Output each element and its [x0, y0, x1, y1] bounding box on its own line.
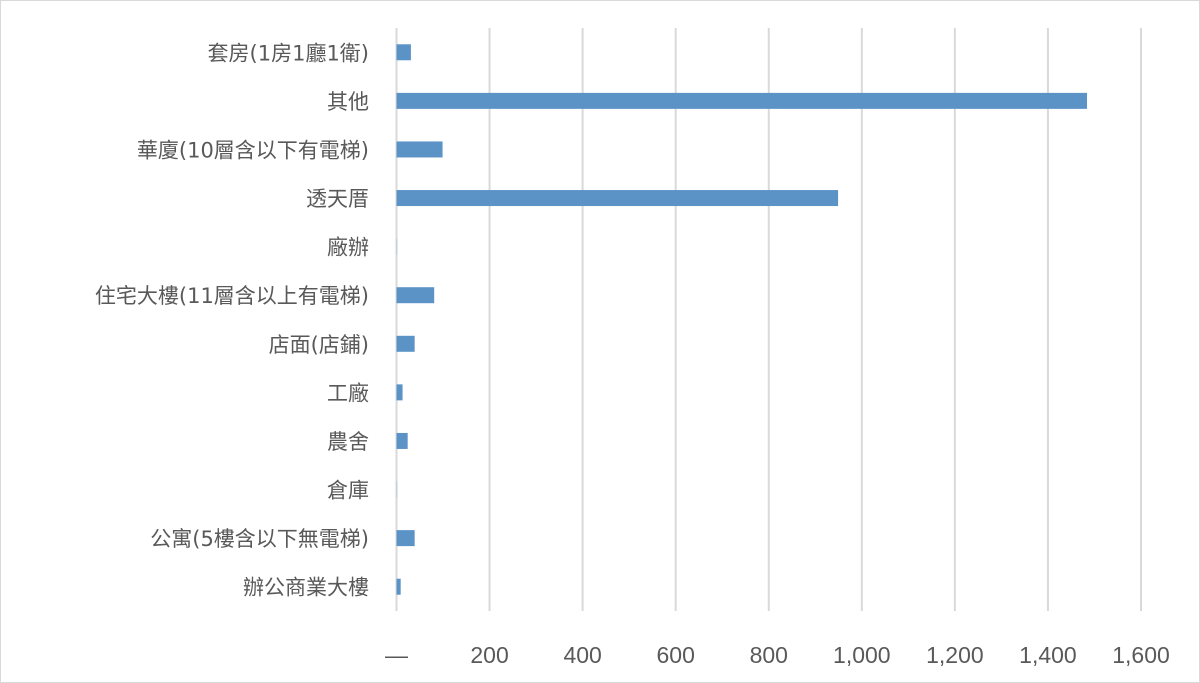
category-label: 住宅大樓(11層含以上有電梯)	[95, 284, 369, 308]
x-tick-label: 600	[657, 642, 695, 668]
category-label: 其他	[327, 90, 369, 114]
category-label: 農舍	[327, 430, 369, 454]
bar	[396, 481, 398, 498]
x-tick-label: 800	[750, 642, 788, 668]
bar	[396, 190, 839, 207]
x-tick-label: 1,400	[1019, 642, 1077, 668]
bar	[396, 432, 408, 449]
category-label: 廠辦	[327, 236, 369, 260]
bar	[396, 238, 398, 255]
bar	[396, 92, 1088, 109]
bar	[396, 384, 403, 401]
bar	[396, 335, 415, 352]
category-label: 套房(1房1廳1衛)	[208, 41, 369, 65]
x-tick-label: 200	[470, 642, 508, 668]
category-label: 倉庫	[327, 479, 369, 503]
category-label: 店面(店鋪)	[269, 333, 369, 357]
x-tick-label: 1,200	[926, 642, 984, 668]
bar	[396, 578, 401, 595]
x-tick-label: —	[385, 642, 408, 668]
bar	[396, 141, 443, 158]
bar	[396, 530, 415, 547]
bar	[396, 287, 435, 304]
category-label: 辦公商業大樓	[243, 576, 369, 600]
category-label: 公寓(5樓含以下無電梯)	[150, 527, 369, 551]
x-tick-label: 1,600	[1112, 642, 1170, 668]
x-tick-label: 1,000	[833, 642, 891, 668]
category-label: 華廈(10層含以下有電梯)	[137, 138, 369, 162]
category-label: 透天厝	[306, 187, 369, 211]
category-label: 工廠	[327, 381, 369, 405]
x-tick-label: 400	[563, 642, 601, 668]
bar	[396, 44, 411, 61]
